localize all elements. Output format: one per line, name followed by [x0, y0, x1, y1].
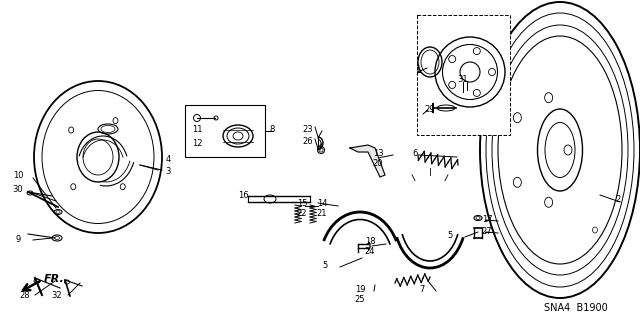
Text: FR.: FR. [44, 274, 65, 284]
Text: 27: 27 [482, 227, 492, 236]
Text: 31: 31 [458, 76, 468, 85]
Text: 5: 5 [447, 231, 452, 240]
Text: 13: 13 [372, 149, 383, 158]
Text: 30: 30 [13, 186, 23, 195]
Text: 5: 5 [323, 261, 328, 270]
Bar [417, 15, 510, 135]
Text: 26: 26 [303, 137, 314, 145]
Text: 2: 2 [616, 196, 621, 204]
Text: 16: 16 [237, 190, 248, 199]
Text: 7: 7 [419, 286, 425, 294]
Text: 21: 21 [317, 210, 327, 219]
Text: SNA4  B1900: SNA4 B1900 [544, 303, 608, 313]
Text: 20: 20 [372, 159, 383, 167]
Text: 32: 32 [52, 291, 62, 300]
Text: 15: 15 [297, 199, 307, 209]
Text: 12: 12 [192, 139, 202, 149]
Text: 14: 14 [317, 199, 327, 209]
Text: 1: 1 [415, 65, 420, 75]
Text: 19: 19 [355, 286, 365, 294]
Text: 11: 11 [192, 124, 202, 133]
Text: 24: 24 [365, 248, 375, 256]
Text: 28: 28 [20, 291, 30, 300]
Bar [185, 105, 265, 157]
Text: 18: 18 [365, 238, 375, 247]
Text: 9: 9 [15, 235, 20, 244]
Polygon shape [350, 145, 385, 177]
Text: 3: 3 [165, 167, 171, 176]
Text: 22: 22 [297, 210, 307, 219]
Text: 10: 10 [13, 172, 23, 181]
Text: 4: 4 [165, 155, 171, 165]
Text: 6: 6 [412, 149, 418, 158]
Text: 25: 25 [355, 295, 365, 305]
Text: 23: 23 [303, 124, 314, 133]
Text: 8: 8 [269, 125, 275, 135]
Text: 17: 17 [482, 216, 492, 225]
Text: 29: 29 [425, 106, 435, 115]
